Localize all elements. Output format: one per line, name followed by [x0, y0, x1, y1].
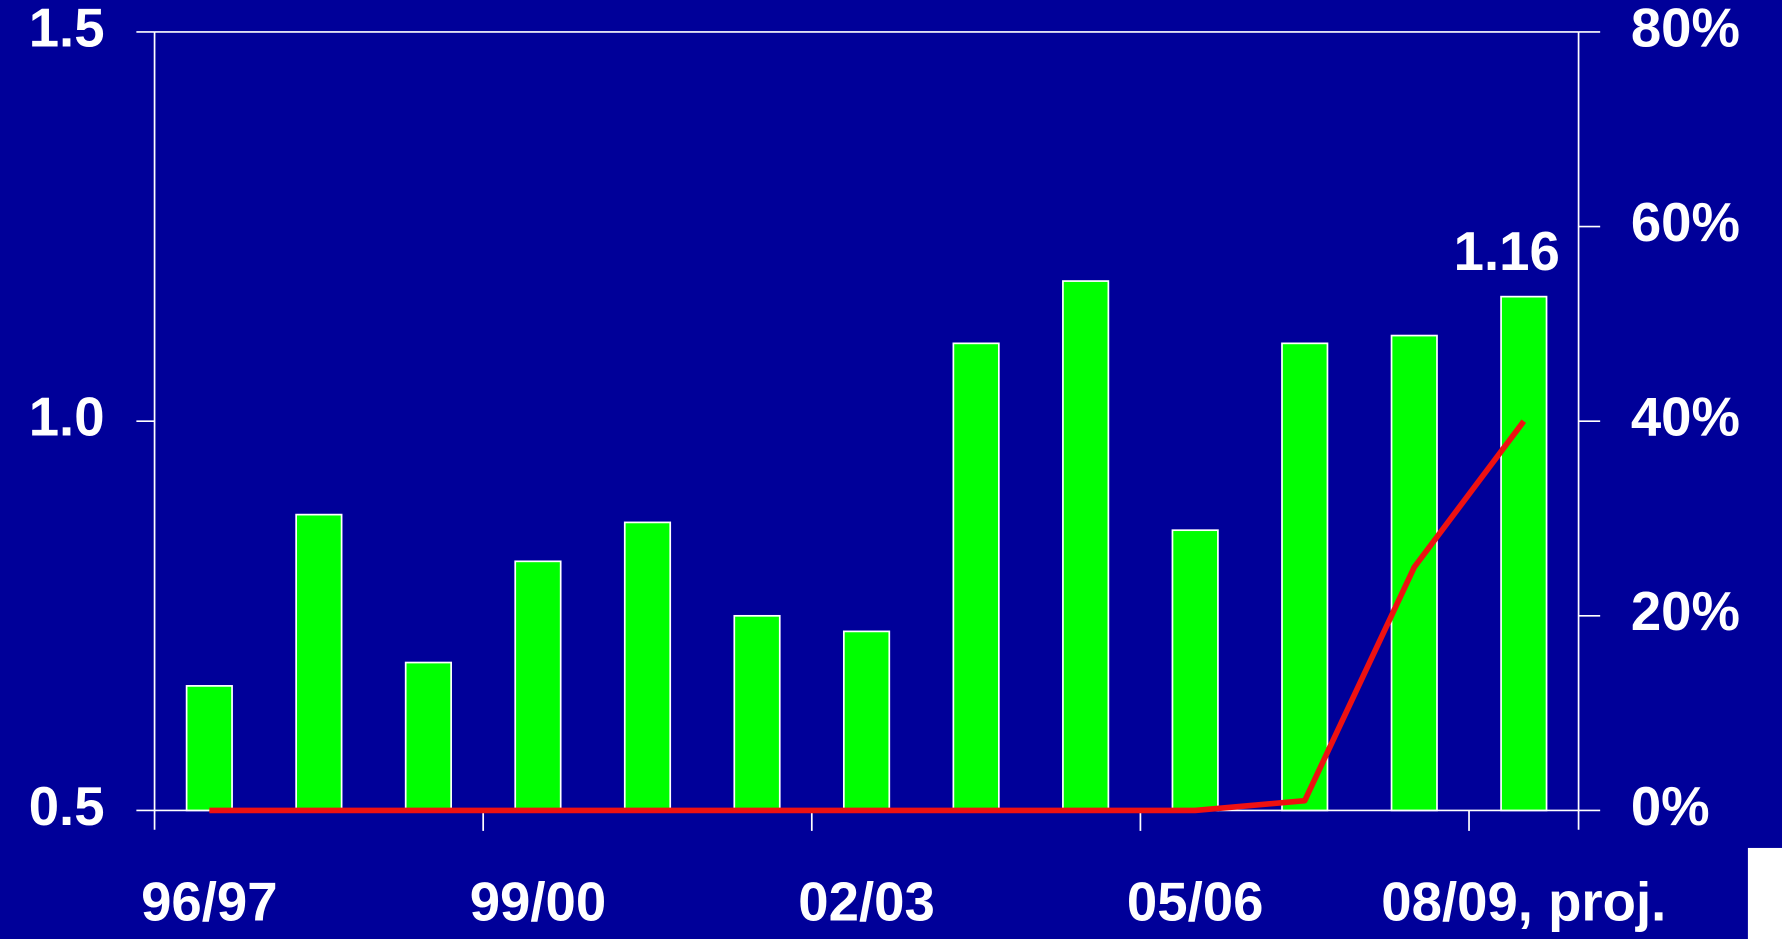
bar [1171, 529, 1219, 812]
logo [1747, 847, 1782, 939]
line [209, 419, 1527, 814]
x-tick-label: 02/03 [798, 871, 935, 932]
bar [733, 614, 781, 812]
bar [185, 685, 233, 812]
bar [1500, 295, 1548, 812]
x-tick-label: 99/00 [470, 871, 607, 932]
data-label: 1.16 [1454, 221, 1560, 282]
bar [295, 513, 343, 812]
bar [1062, 280, 1110, 812]
bar [1281, 342, 1329, 812]
x-tick-label: 08/09, proj. [1381, 871, 1666, 932]
bar [952, 342, 1000, 812]
y2-tick-label: 0% [1631, 776, 1710, 837]
y2-tick-label: 20% [1631, 581, 1740, 642]
bar [623, 521, 672, 812]
y2-tick-label: 60% [1631, 192, 1740, 253]
y-tick-label: 1.5 [29, 0, 105, 58]
x-tick-label: 05/06 [1127, 871, 1264, 932]
y-tick-label: 1.0 [29, 387, 105, 448]
x-tick-label: 96/97 [141, 871, 278, 932]
y-tick-label: 0.5 [29, 776, 105, 837]
bar [514, 560, 562, 812]
bar [842, 630, 891, 812]
bar [404, 661, 452, 812]
y2-tick-label: 80% [1631, 0, 1740, 58]
y2-tick-label: 40% [1631, 387, 1740, 448]
